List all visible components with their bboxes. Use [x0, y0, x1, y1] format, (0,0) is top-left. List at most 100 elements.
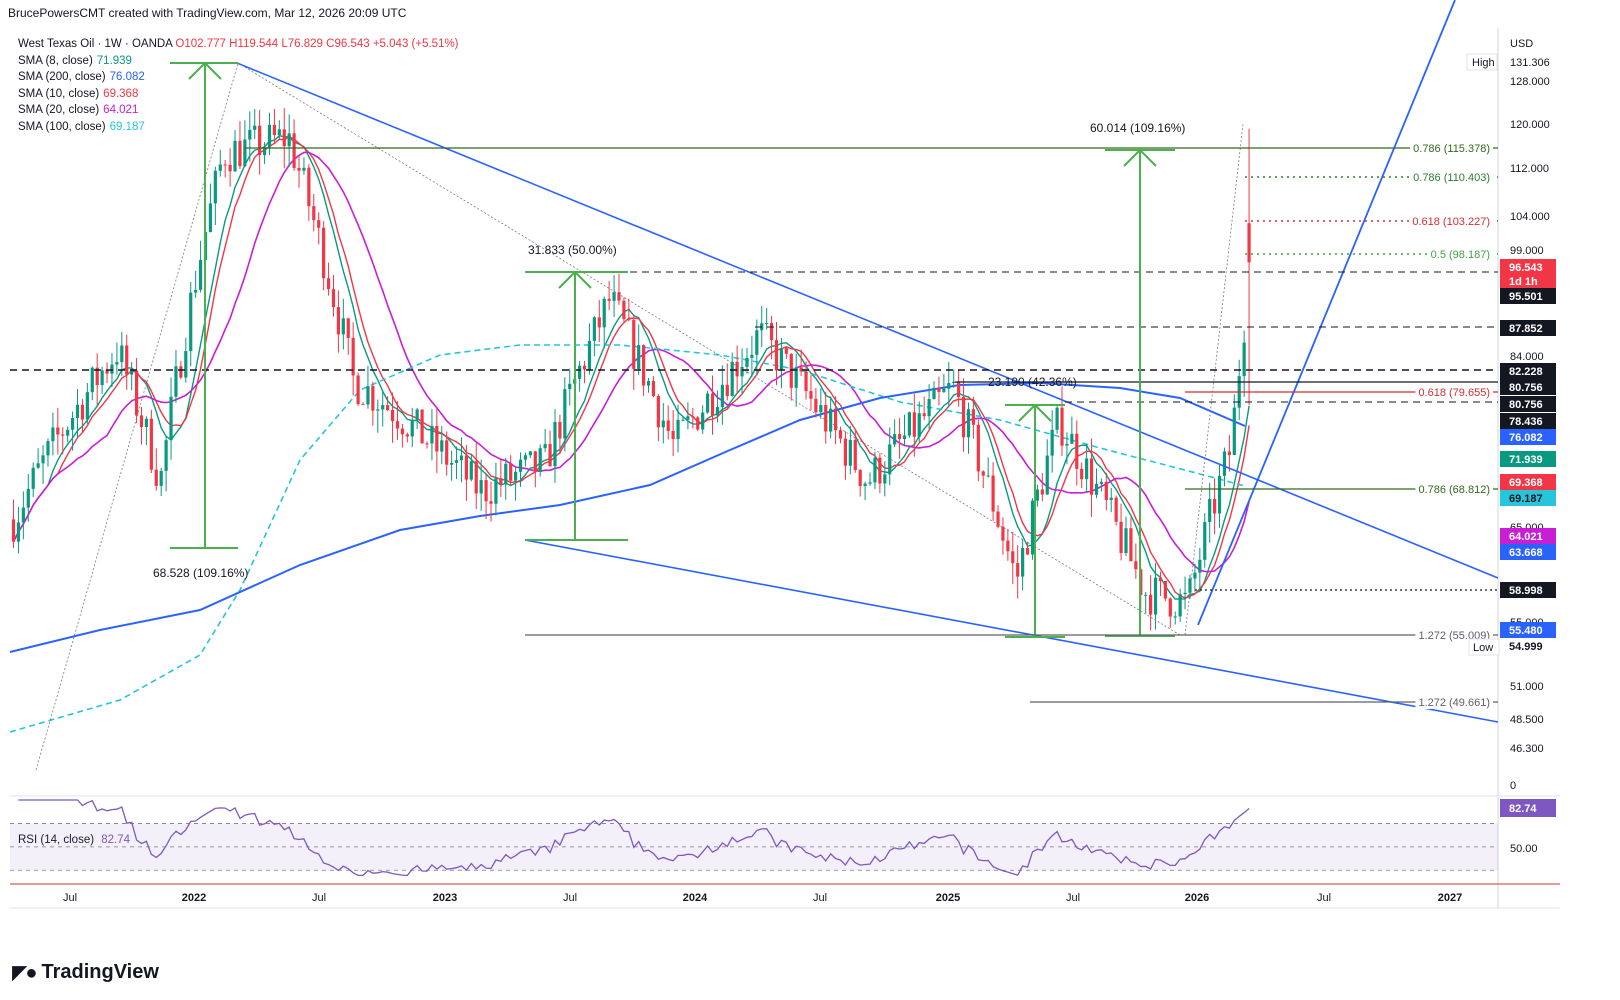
indicator-row[interactable]: SMA (100, close) 69.187	[18, 119, 459, 136]
candle-body	[203, 232, 208, 261]
candle-body	[1001, 526, 1005, 541]
price-label-box	[1500, 413, 1556, 429]
candle-body	[430, 425, 434, 444]
candle-body	[243, 139, 247, 167]
rsi-legend[interactable]: RSI (14, close) 82.74	[18, 834, 130, 846]
fib-label-bg	[1415, 387, 1493, 399]
candle-body	[656, 396, 660, 428]
candle-body	[80, 404, 85, 420]
candle-body	[36, 463, 40, 468]
candle-body	[326, 278, 331, 290]
tradingview-logo-icon: ◤●	[12, 962, 38, 984]
candle-body	[1183, 592, 1187, 595]
candle-body	[917, 413, 921, 437]
time-tick-label: Jul	[1066, 892, 1080, 904]
time-tick-label: 2023	[433, 892, 457, 904]
candle-body	[853, 439, 857, 471]
tradingview-logo[interactable]: ◤● TradingView	[12, 960, 159, 985]
candle-body	[26, 488, 30, 508]
candle-body	[1227, 451, 1231, 456]
measure-arrow-head	[558, 271, 576, 289]
low-label-box	[1468, 638, 1500, 656]
candle-body	[208, 203, 213, 233]
candle-body	[31, 467, 35, 489]
candle-body	[548, 444, 552, 467]
rsi-line	[18, 799, 1250, 877]
rsi-pane	[10, 799, 1498, 877]
candle-body	[922, 413, 926, 417]
candle-body	[331, 289, 336, 308]
candle-body	[405, 434, 409, 437]
candle-body	[223, 164, 227, 166]
rising-channel-line	[1197, 0, 1456, 626]
indicator-row[interactable]: SMA (200, close) 76.082	[18, 69, 459, 86]
time-tick-label: 2027	[1438, 892, 1462, 904]
candle-body	[932, 387, 936, 399]
candle-body	[317, 220, 321, 228]
candle-body	[144, 418, 149, 427]
price-label-box	[1500, 379, 1556, 395]
candle-body	[1173, 616, 1177, 618]
indicator-row[interactable]: SMA (8, close) 71.939	[18, 53, 459, 70]
candle-body	[745, 357, 749, 367]
candle-body	[174, 366, 178, 397]
price-label: 63.668	[1509, 547, 1543, 559]
price-label-box	[1500, 320, 1556, 336]
candle-body	[1065, 443, 1069, 446]
time-tick-label: 2022	[182, 892, 206, 904]
candle-body	[489, 501, 493, 504]
candle-body	[233, 140, 237, 172]
symbol-row[interactable]: West Texas Oil · 1W · OANDA O102.777 H11…	[18, 36, 459, 53]
candle-body	[1055, 407, 1059, 430]
candle-body	[952, 381, 956, 384]
candle-body	[720, 384, 724, 408]
candle-body	[139, 415, 144, 427]
high-label: High	[1472, 57, 1495, 69]
candle-body	[262, 147, 267, 156]
indicator-legend: West Texas Oil · 1W · OANDA O102.777 H11…	[18, 36, 459, 135]
candle-body	[755, 330, 759, 355]
candle-body	[1124, 528, 1128, 554]
sma-100-line	[9, 344, 1246, 733]
candle-body	[410, 419, 414, 437]
candle-body	[479, 480, 483, 494]
indicator-label: SMA (200, close)	[18, 71, 106, 83]
candle-body	[459, 455, 464, 461]
time-tick-label: Jul	[563, 892, 577, 904]
candle-body	[1089, 458, 1094, 495]
fib-level-label: 1.272 (55.009)	[1418, 630, 1490, 642]
candle-body	[469, 461, 473, 480]
candle-body	[381, 405, 385, 410]
high-label-box	[1466, 53, 1498, 71]
candle-body	[646, 381, 651, 386]
measure-arrow-head	[574, 271, 592, 289]
candle-body	[651, 381, 656, 397]
candle-body	[1104, 481, 1108, 501]
candle-body	[518, 459, 523, 472]
wedge-upper-line	[236, 62, 1499, 579]
indicator-row[interactable]: SMA (10, close) 69.368	[18, 86, 459, 103]
candle-body	[514, 471, 518, 481]
high-value: 131.306	[1510, 57, 1550, 69]
candle-body	[602, 298, 606, 328]
fib-dotted-line	[1184, 123, 1244, 636]
candle-body	[553, 421, 557, 467]
candle-body	[11, 519, 16, 542]
candle-body	[1247, 223, 1251, 263]
candle-body	[1178, 594, 1182, 617]
candle-body	[1109, 497, 1113, 501]
indicator-row[interactable]: SMA (20, close) 64.021	[18, 102, 459, 119]
indicator-label: SMA (100, close)	[18, 120, 106, 133]
candle-body	[198, 260, 203, 290]
price-label: 71.939	[1509, 454, 1543, 466]
measure-label: 31.833 (50.00%)	[528, 243, 617, 257]
price-tick-label: 112.000	[1510, 163, 1549, 175]
candle-body	[1134, 561, 1138, 570]
candle-body	[75, 404, 80, 418]
candle-body	[1242, 342, 1246, 377]
candle-body	[765, 323, 769, 325]
candle-body	[730, 361, 734, 397]
candle-body	[356, 375, 360, 405]
price-tick-label: 84.000	[1510, 351, 1544, 363]
